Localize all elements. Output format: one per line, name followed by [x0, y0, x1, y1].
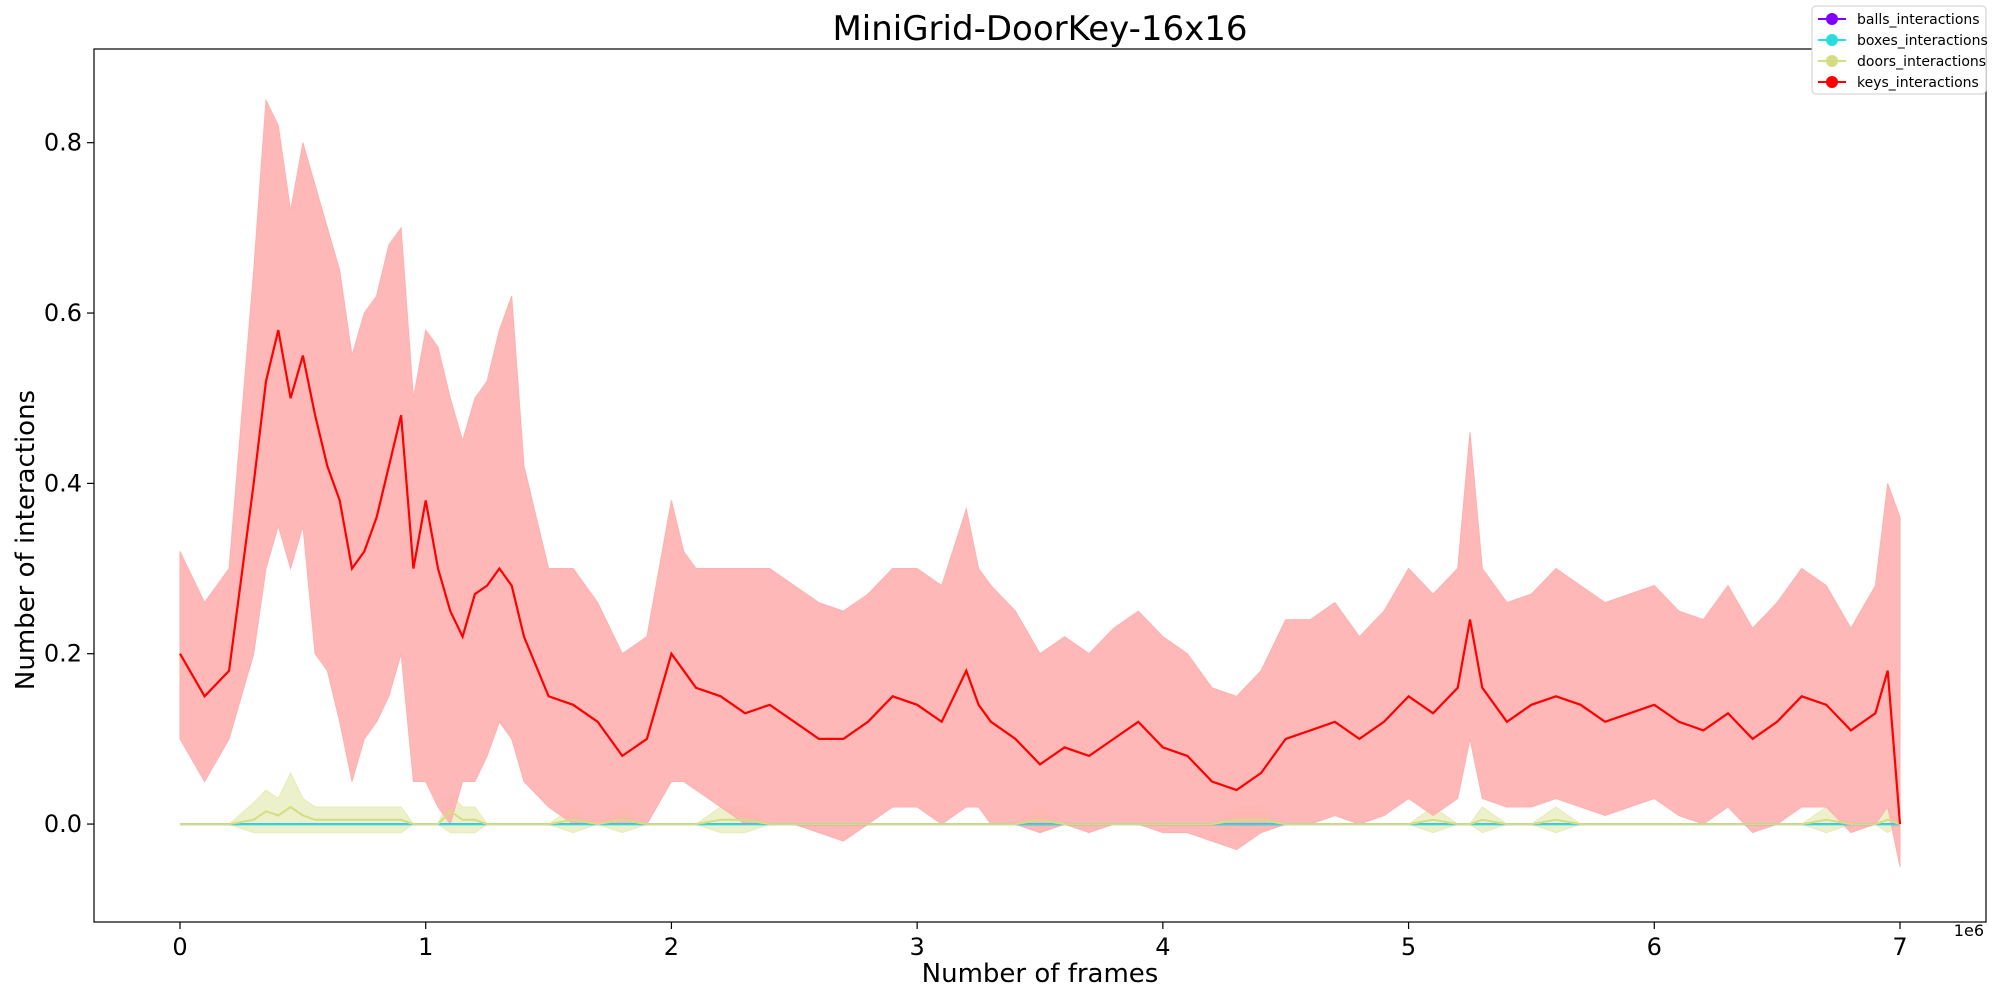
legend-marker: [1826, 34, 1838, 46]
x-axis-ticks: 0 1 2 3 4 5 6 7: [172, 922, 1908, 961]
legend-label: boxes_interactions: [1857, 33, 1988, 49]
y-tick-label: 0.4: [44, 469, 82, 497]
legend-marker: [1826, 76, 1838, 88]
x-axis-label: Number of frames: [922, 959, 1159, 989]
x-tick-label: 5: [1401, 933, 1416, 961]
axes-frame: [93, 48, 1987, 923]
x-axis-offset-label: 1e6: [1954, 921, 1984, 940]
plot-area: [179, 98, 1902, 867]
legend-box: [1811, 5, 1987, 95]
y-axis-ticks: 0.0 0.2 0.4 0.6 0.8: [44, 129, 94, 838]
x-tick-label: 7: [1892, 933, 1907, 961]
legend-marker: [1826, 13, 1838, 25]
legend-item-balls_interactions: balls_interactions: [1818, 12, 1980, 28]
series-line-keys_interactions: [179, 329, 1902, 825]
y-tick-label: 0.0: [44, 810, 82, 838]
legend-item-doors_interactions: doors_interactions: [1818, 54, 1986, 70]
legend-label: doors_interactions: [1857, 54, 1986, 70]
y-tick-label: 0.6: [44, 299, 82, 327]
chart-title: MiniGrid-DoorKey-16x16: [832, 9, 1247, 49]
x-tick-label: 2: [664, 933, 679, 961]
legend-marker: [1826, 55, 1838, 67]
legend-item-boxes_interactions: boxes_interactions: [1818, 33, 1988, 49]
series-line-doors_interactions: [180, 805, 1901, 826]
x-tick-label: 3: [910, 933, 925, 961]
legend-label: balls_interactions: [1857, 12, 1980, 28]
x-tick-label: 6: [1647, 933, 1662, 961]
y-axis-label: Number of interactions: [11, 390, 41, 690]
x-tick-label: 1: [418, 933, 433, 961]
legend: balls_interactions boxes_interactionsdoor…: [1811, 5, 1988, 95]
y-tick-label: 0.2: [44, 640, 82, 668]
y-tick-label: 0.8: [44, 129, 82, 157]
x-tick-label: 4: [1155, 933, 1170, 961]
x-tick-label: 0: [172, 933, 187, 961]
legend-label: keys_interactions: [1857, 75, 1979, 91]
legend-item-keys_interactions: keys_interactions: [1818, 75, 1979, 91]
